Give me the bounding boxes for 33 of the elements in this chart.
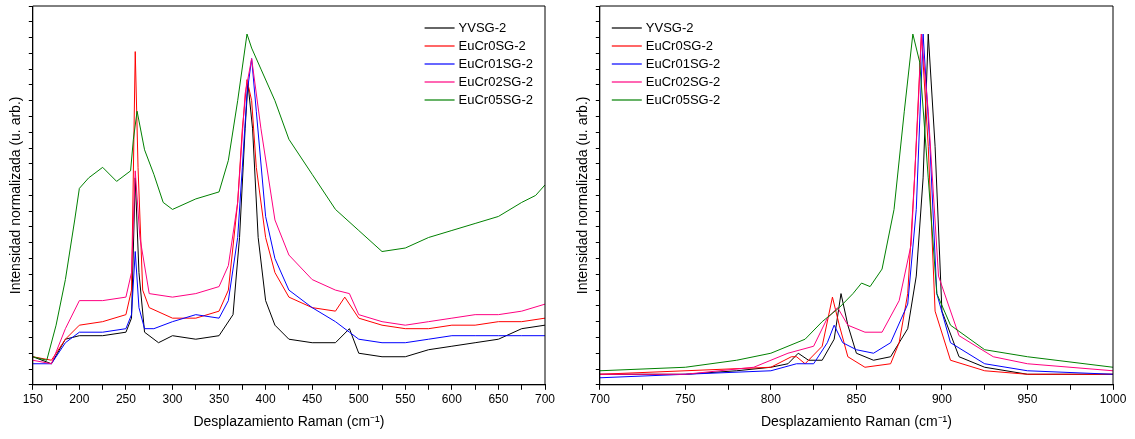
legend-label: YVSG-2 — [458, 19, 507, 35]
x-axis-title: Desplazamiento Raman (cm⁻¹) — [193, 413, 385, 430]
legend-label: EuCr02SG-2 — [645, 73, 721, 89]
x-tick-label: 1000 — [1099, 392, 1127, 407]
legend-label: EuCr01SG-2 — [458, 55, 533, 71]
legend-label: YVSG-2 — [645, 19, 694, 35]
x-tick-label: 450 — [302, 392, 323, 407]
legend-label: EuCr0SG-2 — [458, 37, 526, 53]
y-axis-title: Intensidad normalizada (u. arb.) — [574, 96, 591, 295]
legend-label: EuCr02SG-2 — [458, 73, 533, 89]
legend-label: EuCr0SG-2 — [645, 37, 713, 53]
x-tick-label: 750 — [675, 392, 696, 407]
y-axis-title: Intensidad normalizada (u. arb.) — [7, 96, 24, 295]
x-tick-label: 350 — [209, 392, 230, 407]
x-tick-label: 550 — [395, 392, 416, 407]
x-tick-label: 300 — [162, 392, 183, 407]
x-tick-label: 800 — [760, 392, 782, 407]
x-tick-label: 700 — [534, 392, 556, 407]
legend-label: EuCr05SG-2 — [645, 91, 721, 107]
legend-label: EuCr05SG-2 — [458, 91, 533, 107]
x-tick-label: 250 — [115, 392, 137, 407]
x-axis-title: Desplazamiento Raman (cm⁻¹) — [760, 413, 952, 430]
x-tick-label: 200 — [69, 392, 90, 407]
x-tick-label: 900 — [931, 392, 953, 407]
x-tick-label: 700 — [589, 392, 611, 407]
x-tick-label: 400 — [255, 392, 276, 407]
x-tick-label: 500 — [348, 392, 370, 407]
x-tick-label: 650 — [488, 392, 509, 407]
x-tick-label: 150 — [22, 392, 44, 407]
legend-label: EuCr01SG-2 — [645, 55, 721, 71]
x-tick-label: 850 — [846, 392, 867, 407]
x-tick-label: 600 — [441, 392, 463, 407]
x-tick-label: 950 — [1017, 392, 1038, 407]
